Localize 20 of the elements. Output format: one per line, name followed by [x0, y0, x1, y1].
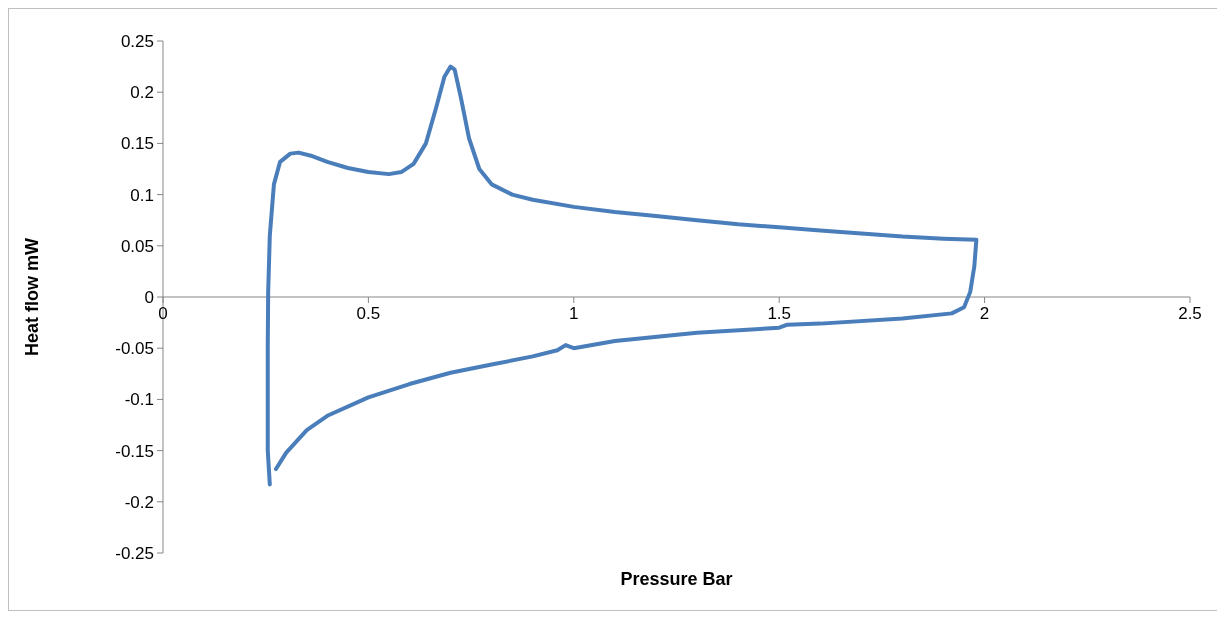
- y-tick-label: 0.05: [120, 236, 154, 256]
- y-tick-label: -0.15: [115, 441, 154, 461]
- y-tick-label: -0.1: [124, 390, 154, 410]
- y-tick-label: 0.1: [130, 185, 154, 205]
- y-tick-label: 0: [144, 287, 154, 307]
- y-tick-label: -0.05: [115, 339, 154, 359]
- y-axis-title: Heat flow mW: [22, 237, 42, 357]
- x-tick-label: 0.5: [356, 304, 381, 323]
- y-tick-label: 0.25: [120, 31, 154, 51]
- y-tick-label: 0.15: [120, 134, 154, 154]
- y-tick-label: 0.2: [130, 83, 154, 103]
- x-tick-label: 2: [979, 304, 990, 323]
- y-tick-label: -0.25: [115, 543, 154, 563]
- x-axis-title: Pressure Bar: [620, 569, 733, 589]
- x-tick-label: 0: [158, 304, 168, 323]
- x-tick-label: 2.5: [1178, 304, 1202, 323]
- x-tick-label: 1: [569, 304, 579, 323]
- x-tick-label: 1.5: [767, 304, 792, 323]
- line-series: [265, 64, 979, 487]
- y-tick-label: -0.2: [124, 492, 154, 512]
